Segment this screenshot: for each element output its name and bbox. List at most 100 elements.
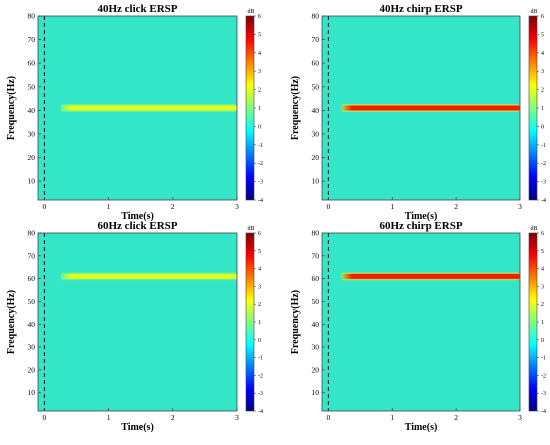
colorbar-tick-label: -4 [258,198,263,204]
y-tick-label: 80 [28,12,36,21]
x-axis-label: Time(s) [405,422,438,433]
ersp-band [60,104,237,112]
colorbar [528,232,538,412]
colorbar-tick-label: 0 [258,338,261,344]
band-core [60,105,237,111]
colorbar-tick-label: 4 [541,51,544,57]
colorbar-tick-label: 3 [541,284,544,290]
x-axis-label: Time(s) [405,211,438,222]
ersp-band [341,272,520,281]
plot-frame [321,15,521,201]
colorbar-tick-label: 3 [258,284,261,290]
chart-title: 40Hz chirp ERSP [379,3,462,15]
x-tick-label: 2 [454,202,458,211]
x-axis-label: Time(s) [121,211,154,222]
x-tick-label: 1 [107,202,111,211]
colorbar-tick-label: -3 [258,180,263,186]
band-core [341,273,520,279]
colorbar-tick-label: 4 [258,267,261,273]
heatmap-background [322,233,520,411]
plot-frame [37,232,238,412]
y-axis-label: Frequency(Hz) [290,76,301,140]
y-tick-label: 70 [312,35,320,44]
x-axis-label: Time(s) [121,422,154,433]
x-tick-label: 0 [327,413,331,422]
y-tick-label: 40 [28,106,36,115]
y-tick-label: 30 [28,129,36,138]
x-tick-label: 1 [107,413,111,422]
x-tick-label: 3 [518,202,522,211]
colorbar [245,15,255,201]
colorbar-tick-label: -3 [541,391,546,397]
y-tick-label: 10 [28,388,36,397]
y-tick-label: 70 [28,35,36,44]
y-tick-label: 20 [28,365,36,374]
y-tick-label: 50 [28,82,36,91]
y-tick-label: 50 [28,297,36,306]
x-tick-label: 0 [327,202,331,211]
y-tick-label: 20 [312,365,320,374]
panel-2: 40Hz chirp ERSP 10 20 30 40 50 60 70 80 0 1 2 3 Time(… [290,3,546,222]
colorbar-tick-label: -1 [258,143,263,149]
y-tick-label: 60 [312,59,320,68]
colorbar-tick-label: 5 [258,249,261,255]
colorbar-tick-label: 3 [258,69,261,75]
colorbar-tick-label: 3 [541,69,544,75]
colorbar-tick-label: 6 [258,231,261,237]
heatmap-background [38,233,237,411]
colorbar-label: dB [530,226,537,232]
x-tick-label: 3 [518,413,522,422]
colorbar-tick-label: 2 [258,302,261,308]
ersp-band [341,104,520,112]
x-tick-label: 0 [43,202,47,211]
colorbar-tick-label: -2 [258,161,263,167]
panel-1: 40Hz click ERSP 10 20 30 40 50 60 70 80 0 1 2 3 Time(… [6,3,263,222]
chart-title: 40Hz click ERSP [97,3,177,15]
colorbar-tick-label: -1 [541,356,546,362]
y-axis-label: Frequency(Hz) [6,76,17,140]
chart-title: 60Hz click ERSP [97,220,177,232]
colorbar-tick-label: 6 [541,14,544,20]
y-tick-label: 20 [28,153,36,162]
colorbar-tick-label: 0 [541,338,544,344]
y-axis-label: Frequency(Hz) [290,290,301,354]
colorbar-tick-label: 4 [541,267,544,273]
x-tick-label: 0 [43,413,47,422]
colorbar-tick-label: 6 [258,14,261,20]
colorbar-tick-label: -4 [541,409,546,415]
colorbar-label: dB [247,9,254,15]
colorbar [245,232,255,412]
y-tick-label: 40 [312,106,320,115]
colorbar-label: dB [530,9,537,15]
y-tick-label: 30 [312,129,320,138]
y-tick-label: 80 [28,229,36,238]
y-tick-label: 40 [312,320,320,329]
y-tick-label: 60 [28,59,36,68]
x-tick-label: 1 [390,202,394,211]
x-tick-label: 3 [235,202,239,211]
y-tick-label: 10 [312,177,320,186]
ersp-band [60,272,237,281]
y-tick-label: 10 [28,177,36,186]
colorbar-tick-label: 1 [258,106,261,112]
y-tick-label: 80 [312,12,320,21]
y-tick-label: 60 [312,274,320,283]
y-axis-label: Frequency(Hz) [6,290,17,354]
colorbar-tick-label: -1 [258,356,263,362]
x-tick-label: 3 [235,413,239,422]
colorbar-tick-label: 6 [541,231,544,237]
y-tick-label: 40 [28,320,36,329]
x-tick-label: 2 [171,413,175,422]
y-tick-label: 20 [312,153,320,162]
x-tick-label: 2 [454,413,458,422]
x-tick-label: 2 [171,202,175,211]
colorbar-tick-label: -4 [258,409,263,415]
colorbar-tick-label: 1 [541,106,544,112]
plot-frame [37,15,238,201]
colorbar-tick-label: 5 [541,249,544,255]
y-tick-label: 50 [312,82,320,91]
colorbar-tick-label: -2 [541,373,546,379]
